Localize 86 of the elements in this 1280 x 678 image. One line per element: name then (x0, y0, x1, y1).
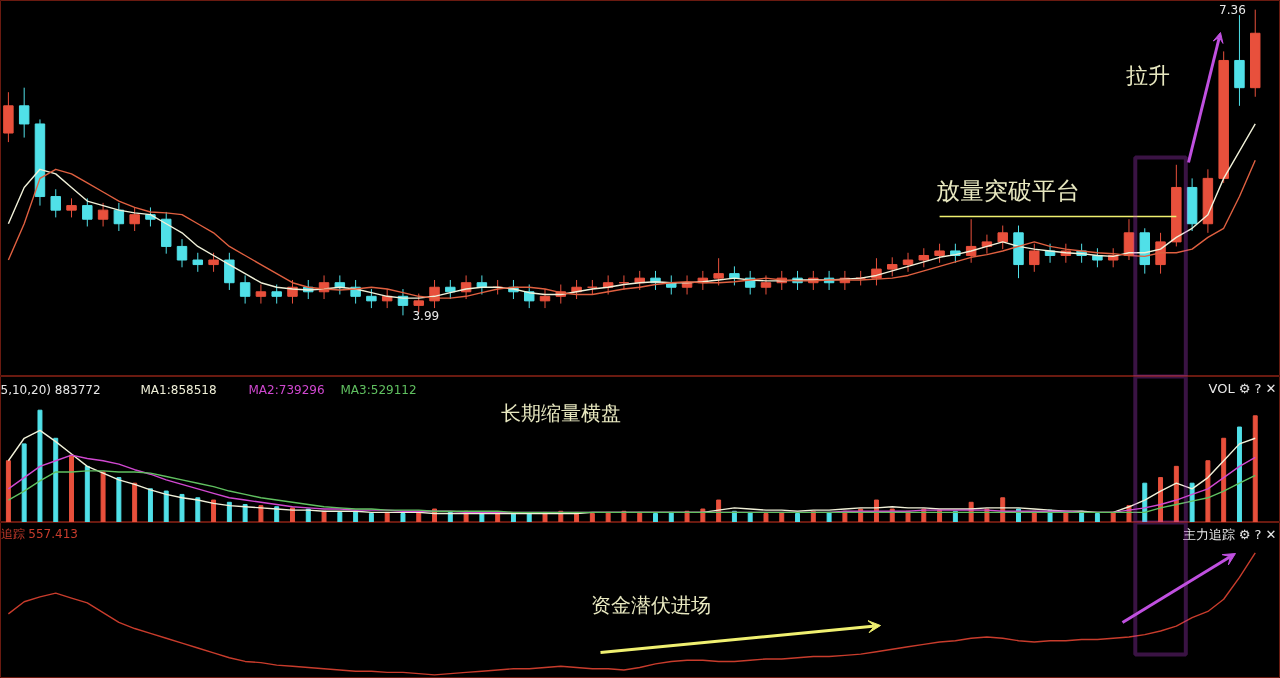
bar (337, 511, 343, 522)
candlestick (66, 197, 77, 218)
bar (684, 510, 690, 522)
annotation: 3.99 (412, 308, 440, 323)
text: 5,10,20) 883772 (0, 382, 101, 397)
candlestick (82, 197, 93, 227)
candlestick (997, 225, 1008, 250)
bar (116, 477, 122, 522)
annotation: 资金潜伏进场 (590, 592, 711, 617)
bar (621, 510, 627, 522)
bar (321, 510, 327, 522)
bar (589, 513, 595, 522)
bar (384, 511, 390, 522)
bar (763, 513, 769, 522)
text: MA3:529112 (340, 382, 417, 397)
candlestick (271, 284, 282, 305)
bar (779, 511, 785, 522)
candlestick (1155, 232, 1166, 275)
bar (100, 471, 106, 522)
candlestick (129, 206, 140, 232)
candlestick (334, 274, 346, 295)
candlestick (239, 274, 251, 305)
candlestick (192, 252, 204, 273)
candlestick (208, 252, 219, 273)
bar (179, 493, 185, 522)
candlestick (18, 87, 30, 139)
bar (147, 488, 153, 522)
bar (242, 504, 248, 522)
bar (731, 510, 737, 522)
bar (447, 511, 453, 522)
text: 主力追踪 ⚙ ? ✕ (1182, 526, 1277, 542)
bar (53, 437, 59, 522)
bar (195, 497, 201, 522)
bar (700, 508, 706, 522)
annotation: 拉升 (1125, 62, 1170, 88)
text: MA1:858518 (140, 382, 217, 397)
candlestick (887, 256, 898, 277)
bar (1173, 465, 1179, 522)
bar (810, 510, 816, 522)
annotation: 放量突破平台 (935, 176, 1080, 205)
candlestick (366, 288, 377, 309)
bar (1094, 513, 1100, 522)
candlestick (902, 252, 914, 273)
bar (21, 443, 27, 522)
bar (1252, 415, 1258, 522)
candlestick (476, 274, 488, 295)
bar (1063, 511, 1069, 522)
candlestick (760, 274, 772, 295)
bar (1236, 426, 1242, 522)
bar (5, 460, 11, 522)
candlestick (965, 218, 977, 264)
candlestick (729, 265, 740, 286)
candlestick (713, 257, 724, 286)
bar (84, 465, 90, 522)
annotation: 7.36 (1219, 3, 1246, 18)
bar (163, 490, 169, 522)
bar (952, 510, 958, 522)
bar (226, 501, 232, 522)
bar (605, 511, 611, 522)
bar (653, 513, 658, 522)
bar (400, 513, 406, 522)
candlestick (176, 238, 188, 268)
bar (368, 513, 374, 522)
candlestick (1029, 243, 1040, 273)
candlestick (918, 247, 930, 268)
bar (1221, 437, 1227, 522)
candlestick (50, 188, 61, 218)
bar (37, 409, 43, 522)
annotation: 长期缩量横盘 (500, 400, 621, 425)
bar (668, 511, 674, 522)
bar (826, 511, 832, 522)
bar (69, 454, 74, 522)
candlestick (618, 274, 630, 291)
text: MA2:739296 (248, 382, 325, 397)
text: VOL ⚙ ? ✕ (1208, 380, 1277, 396)
bar (1205, 460, 1211, 522)
candlestick (97, 202, 109, 227)
candlestick (113, 202, 125, 232)
bar (132, 482, 138, 522)
bar (211, 499, 217, 522)
candlestick (255, 284, 267, 305)
candlestick (934, 243, 945, 264)
candlestick (224, 252, 235, 291)
bar (353, 510, 359, 522)
text: 追踪 557.413 (0, 526, 78, 541)
bar (795, 513, 801, 522)
